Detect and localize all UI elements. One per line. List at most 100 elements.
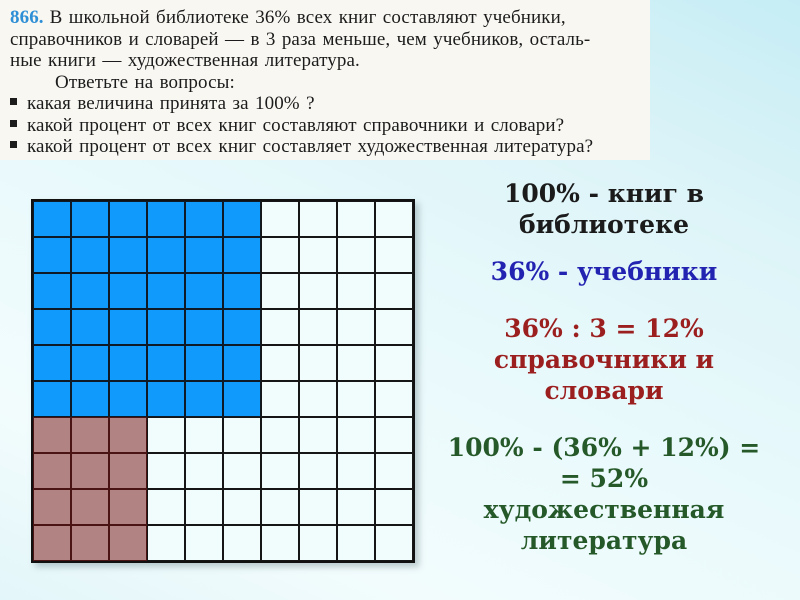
grid-cell-fiction (299, 201, 337, 237)
grid-cell-fiction (185, 417, 223, 453)
grid-cell-fiction (299, 309, 337, 345)
grid-cell-textbooks (33, 273, 71, 309)
grid-cell-textbooks (71, 381, 109, 417)
solution-line: 36% : 3 = 12% (504, 314, 704, 343)
grid-cell-fiction (261, 309, 299, 345)
grid-cell-textbooks (185, 201, 223, 237)
grid-cell-fiction (223, 453, 261, 489)
solution-line: библиотеке (518, 210, 690, 239)
grid-cell-reference-and-dictionaries (71, 417, 109, 453)
question-item-2: какой процент от всех книг составляют сп… (10, 115, 640, 137)
grid-cell-fiction (375, 489, 413, 525)
grid-cell-textbooks (223, 381, 261, 417)
grid-cell-fiction (261, 525, 299, 561)
grid-cell-textbooks (147, 345, 185, 381)
questions-intro: Ответьте на вопросы: (55, 71, 235, 93)
grid-cell-fiction (337, 489, 375, 525)
grid-cell-fiction (375, 201, 413, 237)
square-bullet-icon (10, 119, 17, 127)
grid-cell-fiction (375, 273, 413, 309)
grid-cell-textbooks (185, 345, 223, 381)
grid-cell-textbooks (223, 201, 261, 237)
grid-cell-reference-and-dictionaries (33, 417, 71, 453)
solution-textbooks: 36% - учебники (415, 256, 793, 287)
grid-cell-textbooks (71, 345, 109, 381)
question-item-3: какой процент от всех книг составляет ху… (10, 136, 640, 158)
grid-cell-reference-and-dictionaries (109, 417, 147, 453)
grid-cell-fiction (337, 309, 375, 345)
grid-cell-textbooks (109, 381, 147, 417)
grid-cell-textbooks (109, 201, 147, 237)
problem-text-line: В школьной библиотеке 36% всех книг сост… (49, 7, 566, 28)
grid-cell-textbooks (223, 309, 261, 345)
grid-cell-fiction (337, 417, 375, 453)
grid-cell-fiction (185, 489, 223, 525)
grid-cell-textbooks (147, 273, 185, 309)
grid-cell-fiction (337, 453, 375, 489)
grid-cell-textbooks (109, 309, 147, 345)
problem-line-2: справочников и словарей — в 3 раза меньш… (10, 28, 591, 50)
solution-fiction: 100% - (36% + 12%) = = 52% художественна… (415, 432, 793, 556)
grid-cell-textbooks (109, 273, 147, 309)
grid-cell-fiction (299, 381, 337, 417)
grid-cell-textbooks (147, 381, 185, 417)
percent-grid (31, 199, 415, 563)
grid-cell-reference-and-dictionaries (33, 525, 71, 561)
grid-cell-fiction (261, 273, 299, 309)
grid-cell-fiction (375, 309, 413, 345)
grid-cell-fiction (223, 489, 261, 525)
grid-cell-textbooks (71, 201, 109, 237)
problem-line-1: 866. В школьной библиотеке 36% всех книг … (10, 7, 640, 29)
grid-cell-fiction (337, 237, 375, 273)
grid-cell-fiction (261, 489, 299, 525)
grid-cell-textbooks (223, 273, 261, 309)
grid-cell-fiction (223, 417, 261, 453)
grid-cell-textbooks (109, 345, 147, 381)
grid-cell-fiction (185, 453, 223, 489)
grid-cell-fiction (375, 525, 413, 561)
grid-cell-fiction (337, 525, 375, 561)
square-bullet-icon (10, 98, 17, 105)
question-item-1: какая величина принята за 100% ? (10, 93, 640, 115)
grid-cell-fiction (185, 525, 223, 561)
grid-cell-reference-and-dictionaries (71, 453, 109, 489)
grid-cell-textbooks (185, 273, 223, 309)
solution-line: словари (544, 376, 664, 405)
grid-cell-reference-and-dictionaries (33, 489, 71, 525)
square-bullet-icon (10, 141, 17, 148)
grid-cell-textbooks (33, 309, 71, 345)
grid-cell-fiction (375, 417, 413, 453)
grid-cell-textbooks (147, 201, 185, 237)
grid-cell-fiction (147, 525, 185, 561)
grid-cell-textbooks (71, 309, 109, 345)
grid-cell-fiction (261, 237, 299, 273)
grid-cell-fiction (299, 525, 337, 561)
grid-cell-fiction (147, 417, 185, 453)
solution-line: = 52% (559, 464, 649, 493)
grid-cell-textbooks (147, 309, 185, 345)
grid-cell-fiction (337, 201, 375, 237)
grid-cell-reference-and-dictionaries (109, 489, 147, 525)
grid-cell-fiction (337, 381, 375, 417)
grid-cell-fiction (147, 489, 185, 525)
grid-cell-fiction (261, 201, 299, 237)
solution-line: литература (520, 526, 688, 555)
grid-cell-textbooks (109, 237, 147, 273)
grid-cell-textbooks (33, 345, 71, 381)
solution-total: 100% - книг в библиотеке (415, 178, 793, 240)
solution-line: 100% - книг в (503, 179, 704, 208)
grid-cell-textbooks (33, 237, 71, 273)
grid-cell-reference-and-dictionaries (33, 453, 71, 489)
solution-line: 36% - учебники (490, 257, 718, 286)
grid-cell-textbooks (223, 345, 261, 381)
grid-cell-textbooks (185, 381, 223, 417)
grid-cell-fiction (299, 273, 337, 309)
grid-cell-fiction (299, 345, 337, 381)
grid-cell-fiction (261, 453, 299, 489)
grid-cell-fiction (223, 525, 261, 561)
grid-cell-textbooks (185, 237, 223, 273)
solution-line: 100% - (36% + 12%) = (447, 433, 761, 462)
grid-cell-fiction (299, 417, 337, 453)
grid-cell-fiction (299, 237, 337, 273)
